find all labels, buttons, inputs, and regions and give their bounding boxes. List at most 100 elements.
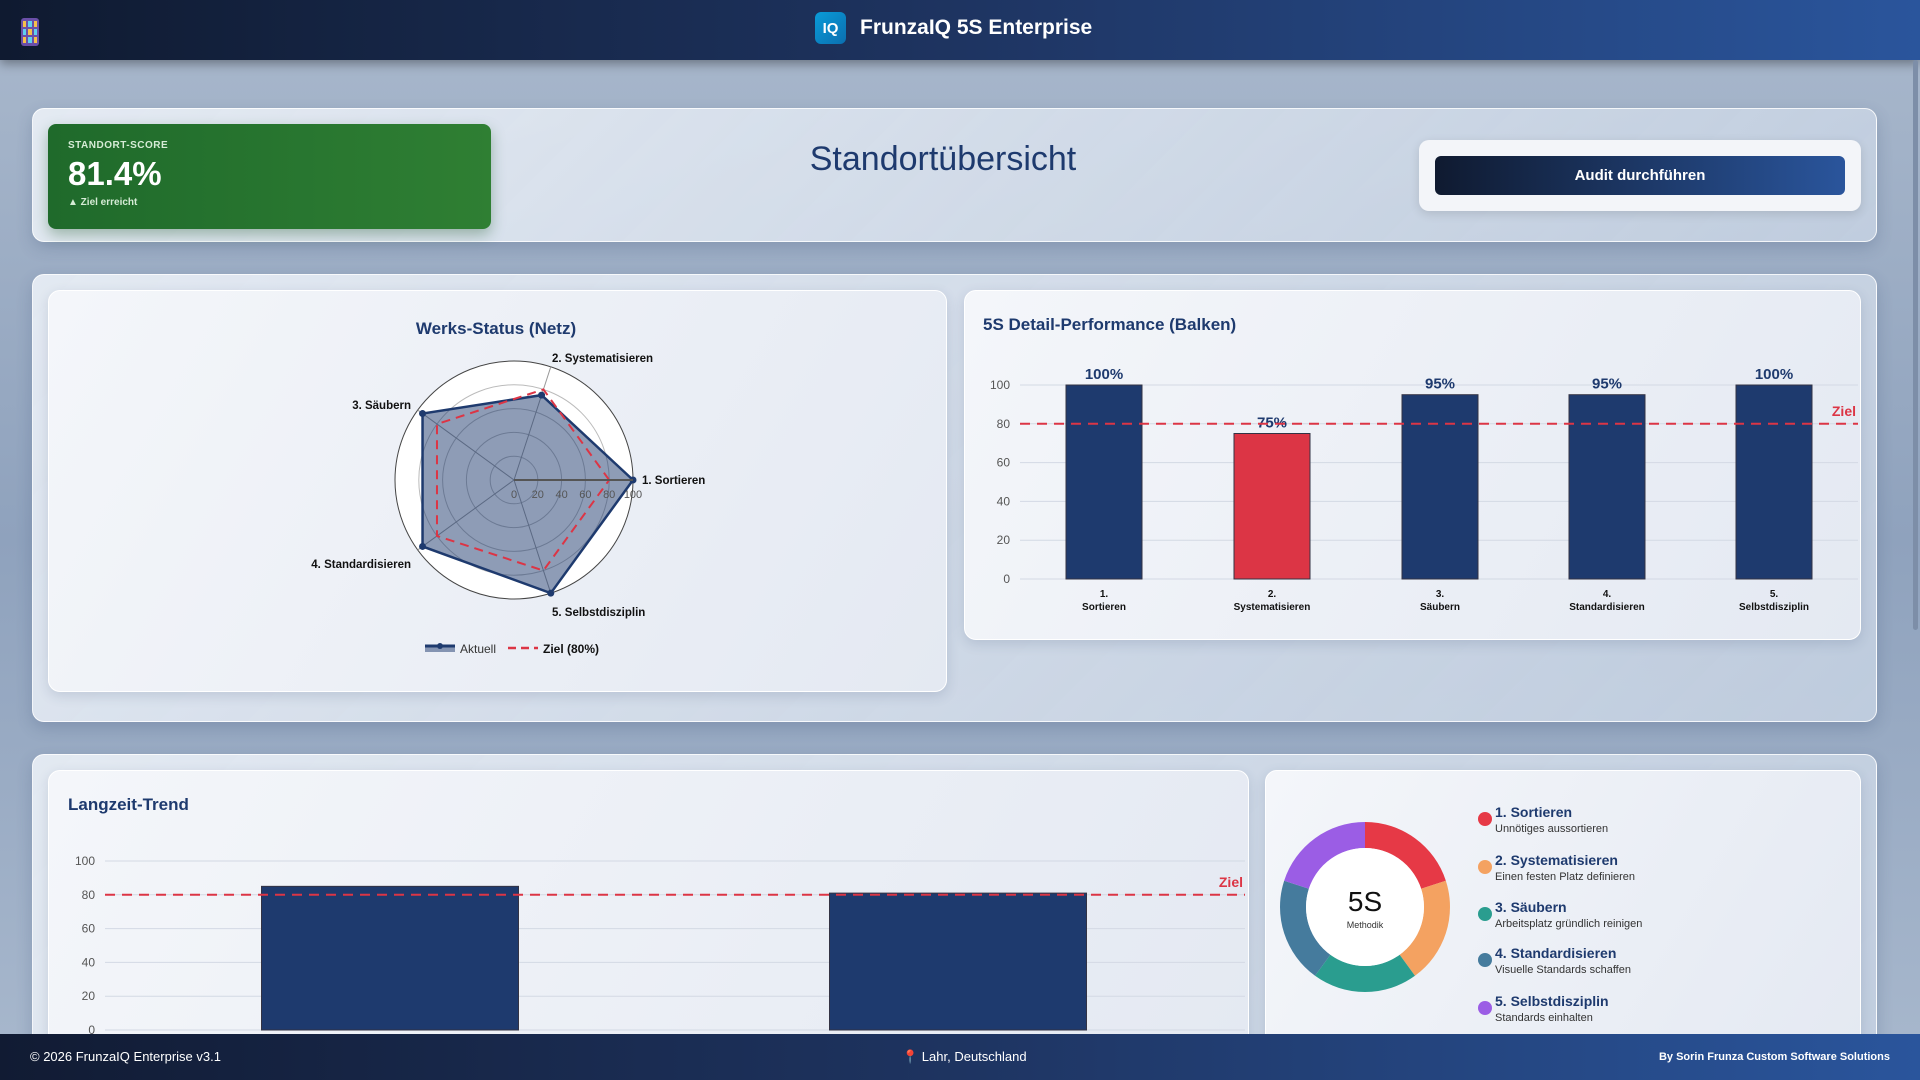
y-tick-label: 100 [990, 378, 1010, 392]
legend-desc: Standards einhalten [1495, 1012, 1593, 1024]
bar-data-label: 100% [1755, 366, 1793, 383]
radar-tick-label: 40 [555, 489, 567, 501]
score-label: STANDORT-SCORE [68, 140, 169, 151]
color-dot-icon [1478, 1001, 1492, 1015]
color-dot-icon [1478, 907, 1492, 921]
legend-desc: Arbeitsplatz gründlich reinigen [1495, 918, 1643, 930]
target-label: Ziel [1832, 403, 1856, 419]
y-tick-label: 60 [82, 922, 96, 936]
page-title: Standortübersicht [809, 140, 1077, 178]
donut-segment [1365, 822, 1446, 889]
radar-tick-label: 0 [511, 489, 517, 501]
bar-data-label: 75% [1257, 415, 1287, 432]
bar [1233, 433, 1311, 580]
legend-desc: Visuelle Standards schaffen [1495, 964, 1631, 976]
y-tick-label: 0 [88, 1023, 95, 1034]
calculator-icon[interactable] [21, 18, 39, 46]
footer-location: 📍 Lahr, Deutschland [902, 1049, 1027, 1064]
donut-segment [1315, 954, 1415, 992]
legend-title: 2. Systematisieren [1495, 852, 1618, 868]
color-dot-icon [1478, 812, 1492, 826]
bar-data-label: 95% [1592, 376, 1622, 393]
y-tick-label: 20 [997, 533, 1011, 547]
x-tick-label: 4. [1603, 589, 1612, 600]
radar-category-label: 2. Systematisieren [552, 353, 653, 365]
y-tick-label: 60 [997, 456, 1011, 470]
legend-title: 1. Sortieren [1495, 804, 1573, 820]
x-tick-label: Systematisieren [1234, 602, 1311, 613]
legend-title: 4. Standardisieren [1495, 945, 1617, 961]
y-tick-label: 80 [997, 417, 1011, 431]
bar-chart: 5S Detail-Performance (Balken) 0 20 40 60 80… [983, 315, 1858, 613]
y-tick-label: 80 [82, 888, 96, 902]
radar-aktuell-area [421, 393, 635, 595]
bar-chart-title: 5S Detail-Performance (Balken) [983, 315, 1236, 334]
bar [1401, 394, 1479, 580]
legend-aktuell-marker [437, 643, 443, 649]
bar [1568, 394, 1646, 580]
y-tick-label: 0 [1003, 572, 1010, 586]
target-label: Ziel [1219, 874, 1243, 890]
donut-center-title: 5S [1348, 886, 1382, 917]
radar-tick-label: 80 [603, 489, 615, 501]
5s-donut-chart: 5S Methodik [1280, 822, 1450, 992]
x-tick-label: Selbstdisziplin [1739, 602, 1809, 613]
donut-segment [1284, 822, 1365, 889]
radar-category-label: 3. Säubern [352, 400, 411, 412]
donut-center [1306, 848, 1424, 966]
bar-data-label: 100% [1085, 366, 1123, 383]
radar-point [419, 542, 427, 550]
bar [1735, 384, 1813, 580]
bar [1065, 384, 1143, 580]
y-tick-label: 40 [82, 955, 96, 969]
radar-tick-label: 100 [624, 489, 642, 501]
radar-tick-label: 60 [579, 489, 591, 501]
x-tick-label: Säubern [1420, 602, 1460, 613]
legend-desc: Unnötiges aussortieren [1495, 823, 1609, 835]
radar-category-label: 4. Standardisieren [311, 559, 411, 571]
y-tick-label: 20 [82, 989, 96, 1003]
x-tick-label: 2. [1268, 589, 1277, 600]
footer: © 2026 FrunzaIQ Enterprise v3.1 📍 Lahr, … [0, 1034, 1920, 1080]
bar [261, 885, 519, 1031]
legend-desc: Einen festen Platz definieren [1495, 871, 1636, 883]
top-header: IQ FrunzaIQ 5S Enterprise [0, 0, 1920, 60]
footer-copyright: © 2026 FrunzaIQ Enterprise v3.1 [30, 1049, 221, 1064]
legend-ziel-label: Ziel (80%) [543, 642, 599, 656]
x-tick-label: 3. [1436, 589, 1445, 600]
logo-icon: IQ [815, 12, 846, 44]
radar-category-label: 5. Selbstdisziplin [552, 607, 645, 619]
app-title: FrunzaIQ 5S Enterprise [860, 16, 1093, 39]
score-value: 81.4% [68, 155, 162, 192]
x-tick-label: 1. [1100, 589, 1109, 600]
radar-tick-label: 20 [532, 489, 544, 501]
legend-aktuell-label: Aktuell [460, 642, 496, 656]
audit-button-container: Audit durchführen [1419, 140, 1861, 211]
footer-credit: By Sorin Frunza Custom Software Solution… [1658, 1051, 1890, 1063]
donut-segment [1280, 880, 1331, 976]
site-score-card: STANDORT-SCORE 81.4% ▲ Ziel erreicht [48, 124, 491, 229]
radar-category-label: 1. Sortieren [642, 475, 705, 487]
score-status: ▲ Ziel erreicht [68, 197, 138, 208]
radar-point [547, 589, 555, 597]
donut-center-sub: Methodik [1347, 920, 1384, 930]
color-dot-icon [1478, 860, 1492, 874]
x-tick-label: 5. [1770, 589, 1779, 600]
bar-data-label: 95% [1425, 376, 1455, 393]
donut-segment [1399, 880, 1450, 976]
y-tick-label: 100 [75, 854, 95, 868]
legend-title: 5. Selbstdisziplin [1495, 993, 1609, 1009]
x-tick-label: Standardisieren [1569, 602, 1645, 613]
scrollbar[interactable] [1913, 60, 1918, 630]
radar-ziel-line [435, 388, 611, 572]
audit-button[interactable]: Audit durchführen [1435, 156, 1845, 195]
y-tick-label: 40 [997, 494, 1011, 508]
radar-point [419, 410, 427, 418]
trend-chart: Langzeit-Trend 0 20 40 60 80 100 Ziel [68, 795, 1245, 1034]
radar-title: Werks-Status (Netz) [416, 319, 576, 338]
color-dot-icon [1478, 953, 1492, 967]
trend-title: Langzeit-Trend [68, 795, 189, 814]
bar [829, 892, 1087, 1031]
legend-title: 3. Säubern [1495, 899, 1567, 915]
